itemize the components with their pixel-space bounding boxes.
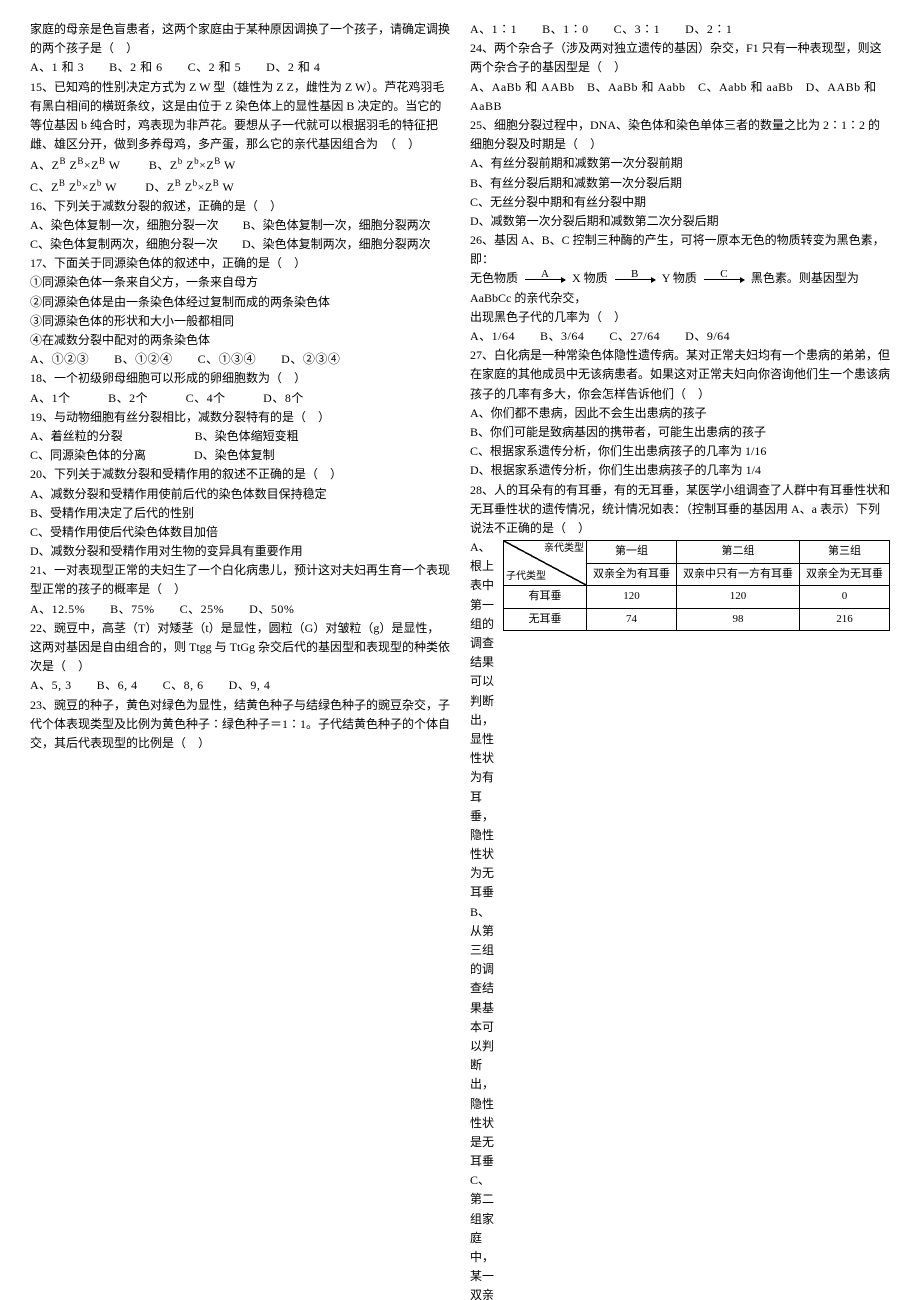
- arrow-lbl-a: A: [541, 266, 549, 284]
- diag-header: 亲代类型 子代类型: [504, 541, 587, 586]
- q22-opts: A、5, 3 B、6, 4 C、8, 6 D、9, 4: [30, 676, 450, 695]
- q17-opts: A、①②③ B、①②④ C、①③④ D、②③④: [30, 350, 450, 369]
- q20-c: C、受精作用使后代染色体数目加倍: [30, 523, 450, 542]
- q25-d: D、减数第一次分裂后期和减数第二次分裂后期: [470, 212, 890, 231]
- diag-a: 无色物质: [470, 271, 518, 285]
- t: Z: [65, 180, 76, 194]
- q26-stem2: 出现黑色子代的几率为（ ）: [470, 308, 890, 327]
- arrow-a: A: [525, 279, 565, 280]
- opt-b-pre: B、Z: [149, 158, 178, 172]
- q26-opts: A、1/64 B、3/64 C、27/64 D、9/64: [470, 327, 890, 346]
- col-sub: 双亲全为无耳垂: [800, 563, 890, 586]
- cell: 0: [800, 586, 890, 609]
- q25-b: B、有丝分裂后期和减数第一次分裂后期: [470, 174, 890, 193]
- table-row: 无耳垂 74 98 216: [504, 608, 890, 631]
- q19-ab: A、着丝粒的分裂 B、染色体缩短变粗: [30, 427, 450, 446]
- q20-a: A、减数分裂和受精作用使前后代的染色体数目保持稳定: [30, 485, 450, 504]
- q25-stem: 25、细胞分裂过程中，DNA、染色体和染色单体三者的数量之比为 2∶1∶2 的细…: [470, 116, 890, 154]
- t: Z: [181, 180, 192, 194]
- col-h: 第二组: [677, 541, 800, 564]
- cell: 216: [800, 608, 890, 631]
- q28-b: B、从第三组的调查结果基本可以判断出，隐性性状是无耳垂: [470, 903, 497, 1172]
- q28-stem: 28、人的耳朵有的有耳垂，有的无耳垂，某医学小组调查了人群中有耳垂性状和无耳垂性…: [470, 481, 890, 539]
- diag-bot: 子代类型: [506, 569, 546, 585]
- q19-stem: 19、与动物细胞有丝分裂相比，减数分裂特有的是（ ）: [30, 408, 450, 427]
- table-row: 有耳垂 120 120 0: [504, 586, 890, 609]
- q17-3: ③同源染色体的形状和大小一般都相同: [30, 312, 450, 331]
- diag-top: 亲代类型: [544, 541, 584, 557]
- t: ×Z: [82, 180, 97, 194]
- row-lbl: 无耳垂: [504, 608, 587, 631]
- left-column: 家庭的母亲是色盲患者，这两个家庭由于某种原因调换了一个孩子，请确定调换的两个孩子…: [30, 20, 450, 1300]
- col-sub: 双亲中只有一方有耳垂: [677, 563, 800, 586]
- t: Z: [66, 158, 77, 172]
- t: W: [219, 180, 234, 194]
- q24-opts: A、AaBb 和 AABb B、AaBb 和 Aabb C、Aabb 和 aaB…: [470, 78, 890, 116]
- q17-stem: 17、下面关于同源染色体的叙述中，正确的是（ ）: [30, 254, 450, 273]
- q23-opts: A、1∶1 B、1∶0 C、3∶1 D、2∶1: [470, 20, 890, 39]
- q25-c: C、无丝分裂中期和有丝分裂中期: [470, 193, 890, 212]
- q18-stem: 18、一个初级卵母细胞可以形成的卵细胞数为（ ）: [30, 369, 450, 388]
- col-sub: 双亲全为有耳垂: [587, 563, 677, 586]
- q15-opts: A、ZB ZB×ZB W B、Zb Zb×ZB W C、ZB Zb×Zb W D…: [30, 154, 450, 196]
- q21-opts: A、12.5% B、75% C、25% D、50%: [30, 600, 450, 619]
- q28-c: C、第二组家庭中，某一双亲的基因型有可能都是纯合子: [470, 1171, 497, 1300]
- col-h: 第三组: [800, 541, 890, 564]
- cell: 120: [677, 586, 800, 609]
- arrow-lbl-b: B: [631, 266, 638, 284]
- t: W: [102, 180, 117, 194]
- q24-stem: 24、两个杂合子（涉及两对独立遗传的基因）杂交，F1 只有一种表现型，则这两个杂…: [470, 39, 890, 77]
- q20-stem: 20、下列关于减数分裂和受精作用的叙述不正确的是（ ）: [30, 465, 450, 484]
- q16-cd: C、染色体复制两次，细胞分裂一次 D、染色体复制两次，细胞分裂两次: [30, 235, 450, 254]
- q15-stem: 15、已知鸡的性别决定方式为 Z W 型（雄性为 Z Z，雌性为 Z W）。芦花…: [30, 78, 450, 155]
- arrow-lbl-c: C: [720, 266, 727, 284]
- q16-ab: A、染色体复制一次，细胞分裂一次 B、染色体复制一次，细胞分裂两次: [30, 216, 450, 235]
- t: Z: [183, 158, 194, 172]
- t: ×Z: [84, 158, 99, 172]
- q26-stem: 26、基因 A、B、C 控制三种酶的产生，可将一原本无色的物质转变为黑色素，即：: [470, 231, 890, 269]
- q27-b: B、你们可能是致病基因的携带者，可能生出患病的孩子: [470, 423, 890, 442]
- diag-b: X 物质: [572, 271, 608, 285]
- opt-a-pre: A、Z: [30, 158, 60, 172]
- t: W: [106, 158, 121, 172]
- q25-a: A、有丝分裂前期和减数第一次分裂前期: [470, 154, 890, 173]
- col-h: 第一组: [587, 541, 677, 564]
- q28-a: A、根上表中第一组的调查结果可以判断出，显性性状为有耳垂，隐性性状为无耳垂: [470, 538, 497, 903]
- t: ×Z: [198, 180, 213, 194]
- table-row: 亲代类型 子代类型 第一组 第二组 第三组: [504, 541, 890, 564]
- t: ×Z: [199, 158, 214, 172]
- q18-opts: A、1个 B、2个 C、4个 D、8个: [30, 389, 450, 408]
- opt-c-pre: C、Z: [30, 180, 59, 194]
- cell: 74: [587, 608, 677, 631]
- q17-4: ④在减数分裂中配对的两条染色体: [30, 331, 450, 350]
- q27-a: A、你们都不患病，因此不会生出患病的孩子: [470, 404, 890, 423]
- q27-d: D、根据家系遗传分析，你们生出患病孩子的几率为 1/4: [470, 461, 890, 480]
- q21-stem: 21、一对表现型正常的夫妇生了一个白化病患儿，预计这对夫妇再生育一个表现型正常的…: [30, 561, 450, 599]
- q16-stem: 16、下列关于减数分裂的叙述，正确的是（ ）: [30, 197, 450, 216]
- cell: 120: [587, 586, 677, 609]
- diag-c: Y 物质: [662, 271, 697, 285]
- arrow-c: C: [704, 279, 744, 280]
- q17-2: ②同源染色体是由一条染色体经过复制而成的两条染色体: [30, 293, 450, 312]
- q26-diagram: 无色物质 A X 物质 B Y 物质 C 黑色素。则基因型为 AaBbCc 的亲…: [470, 269, 890, 307]
- q27-c: C、根据家系遗传分析，你们生出患病孩子的几率为 1/16: [470, 442, 890, 461]
- q-swap-stem: 家庭的母亲是色盲患者，这两个家庭由于某种原因调换了一个孩子，请确定调换的两个孩子…: [30, 20, 450, 58]
- q19-cd: C、同源染色体的分离 D、染色体复制: [30, 446, 450, 465]
- q28-table: 亲代类型 子代类型 第一组 第二组 第三组 双亲全为有耳垂 双亲中只有一方有耳垂…: [503, 540, 890, 631]
- arrow-b: B: [615, 279, 655, 280]
- q28-block: A、根上表中第一组的调查结果可以判断出，显性性状为有耳垂，隐性性状为无耳垂 B、…: [470, 538, 890, 1300]
- q20-b: B、受精作用决定了后代的性别: [30, 504, 450, 523]
- cell: 98: [677, 608, 800, 631]
- q23-stem: 23、豌豆的种子，黄色对绿色为显性，结黄色种子与结绿色种子的豌豆杂交，子代个体表…: [30, 696, 450, 754]
- q22-stem: 22、豌豆中，高茎（T）对矮茎（t）是显性，圆粒（G）对皱粒（g）是显性，这两对…: [30, 619, 450, 677]
- opt-d-pre: D、Z: [145, 180, 175, 194]
- right-column: A、1∶1 B、1∶0 C、3∶1 D、2∶1 24、两个杂合子（涉及两对独立遗…: [470, 20, 890, 1300]
- q20-d: D、减数分裂和受精作用对生物的变异具有重要作用: [30, 542, 450, 561]
- q27-stem: 27、白化病是一种常染色体隐性遗传病。某对正常夫妇均有一个患病的弟弟，但在家庭的…: [470, 346, 890, 404]
- q17-1: ①同源染色体一条来自父方，一条来自母方: [30, 273, 450, 292]
- t: W: [221, 158, 236, 172]
- row-lbl: 有耳垂: [504, 586, 587, 609]
- q-swap-opts: A、1 和 3 B、2 和 6 C、2 和 5 D、2 和 4: [30, 58, 450, 77]
